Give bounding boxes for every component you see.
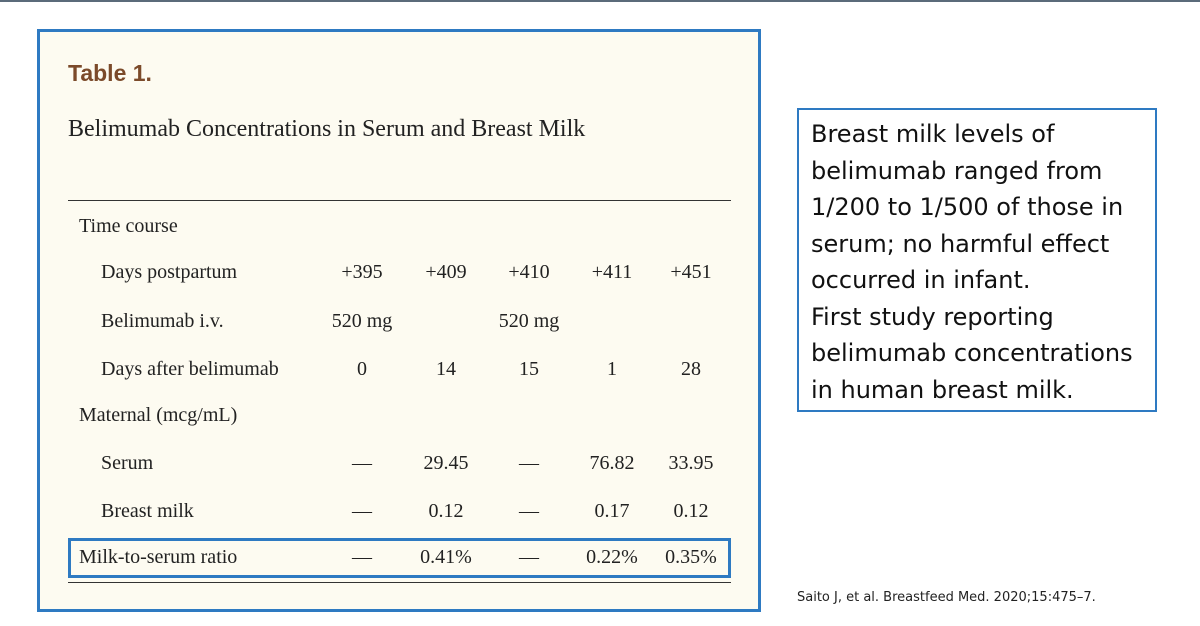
section-time-course: Time course [68,215,731,245]
note-line: First study reporting [811,302,1054,331]
table-cell: — [352,452,372,474]
table-cell: 29.45 [423,452,469,474]
section-label: Time course [79,215,178,237]
table-cell: 0 [357,358,367,380]
table-label: Table 1. [68,60,152,86]
table-cell: — [352,546,372,568]
row-label: Milk-to-serum ratio [79,546,238,568]
row-label: Days postpartum [101,261,238,283]
row-label: Serum [101,452,154,474]
table-cell: — [519,452,539,474]
summary-note-box: Breast milk levels of belimumab ranged f… [797,108,1157,412]
table-cell: — [519,546,539,568]
table-cell: 33.95 [668,452,714,474]
table-cell: — [352,500,372,522]
table-cell: +411 [591,261,633,283]
table-cell: 1 [607,358,617,380]
table-cell: 520 mg [331,310,393,332]
table-cell: 14 [436,358,456,380]
citation: Saito J, et al. Breastfeed Med. 2020;15:… [797,590,1096,605]
table-cell: 0.22% [586,546,638,568]
table-cell: 520 mg [498,310,560,332]
table-row-serum: Serum — 29.45 — 76.82 33.95 [68,452,731,482]
table-cell: 0.17 [594,500,630,522]
table-cell: 0.12 [428,500,464,522]
table-cell: — [519,500,539,522]
table-title: Belimumab Concentrations in Serum and Br… [68,116,586,142]
top-divider [0,0,1200,2]
row-label: Belimumab i.v. [101,310,224,332]
table-cell: 0.35% [665,546,717,568]
note-line: occurred in infant. [811,266,1031,294]
table-cell: +395 [341,261,383,283]
table-cell: +451 [670,261,712,283]
table-row-breast-milk: Breast milk — 0.12 — 0.17 0.12 [68,500,731,530]
table-cell: 0.41% [420,546,472,568]
note-line: serum; no harmful effect [811,229,1110,258]
table-cell: 76.82 [589,452,635,474]
table-cell: +409 [425,261,467,283]
row-label: Days after belimumab [101,358,279,380]
note-line: Breast milk levels of [811,120,1055,148]
note-line: belimumab concentrations [811,339,1133,367]
row-label: Breast milk [101,500,194,522]
note-line: 1/200 to 1/500 of those in [811,193,1124,221]
table-top-rule [68,200,731,201]
table-cell: 15 [519,358,539,380]
table-panel: Table 1. Belimumab Concentrations in Ser… [37,29,761,612]
table-row-belimumab-iv: Belimumab i.v. 520 mg 520 mg [68,310,731,340]
table-row-milk-to-serum-ratio: Milk-to-serum ratio — 0.41% — 0.22% 0.35… [68,546,731,576]
section-label: Maternal (mcg/mL) [79,404,238,426]
table-bottom-rule [68,582,731,583]
table-cell: 28 [681,358,701,380]
table-cell: +410 [508,261,550,283]
table-row-days-after-belimumab: Days after belimumab 0 14 15 1 28 [68,358,731,388]
ratio-highlight-box [68,538,731,578]
table-row-days-postpartum: Days postpartum +395 +409 +410 +411 +451 [68,261,731,291]
note-line: in human breast milk. [811,375,1074,404]
table-cell: 0.12 [673,500,709,522]
note-line: belimumab ranged from [811,156,1103,185]
section-maternal: Maternal (mcg/mL) [68,404,731,434]
